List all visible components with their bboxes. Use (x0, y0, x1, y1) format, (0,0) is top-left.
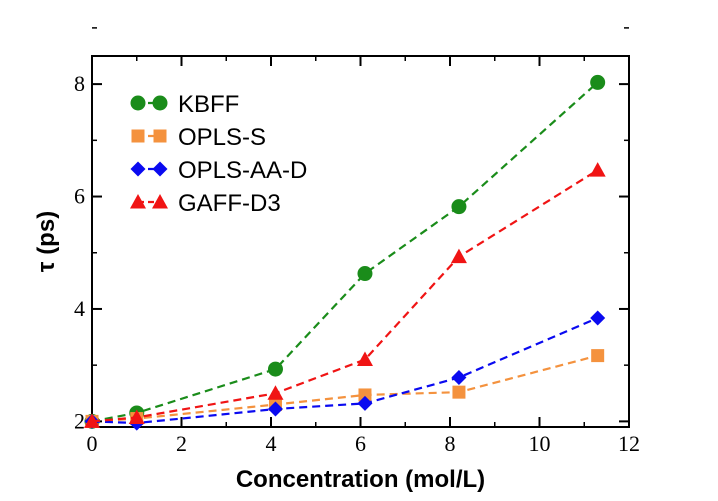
legend-item-opls-aa-d: OPLS-AA-D (130, 157, 307, 184)
plot-frame (91, 55, 630, 428)
data-point-kbff (451, 199, 467, 215)
legend-marker (130, 95, 146, 111)
series-line-kbff (91, 81, 599, 423)
x-tick-label-2: 2 (176, 431, 187, 456)
legend-label-gaff-d3: GAFF-D3 (178, 190, 281, 217)
legend-marker (130, 194, 146, 209)
legend-marker (152, 161, 168, 177)
x-tick-label-0: 0 (87, 431, 98, 456)
legend-marker (152, 95, 168, 111)
legend-label-opls-s: OPLS-S (178, 124, 266, 151)
y-tick-label-4: 4 (74, 296, 85, 321)
data-point-gaff-d3 (356, 351, 373, 367)
data-point-opls-aa-d (451, 370, 467, 386)
data-point-gaff-d3 (450, 248, 467, 264)
legend-item-gaff-d3: GAFF-D3 (130, 190, 281, 217)
data-point-kbff (357, 266, 373, 282)
x-tick-label-12: 12 (618, 431, 640, 456)
series-line-opls-s (91, 354, 598, 423)
series-line-opls-aa-d (91, 316, 599, 425)
y-tick-label-2: 2 (74, 408, 85, 433)
data-point-gaff-d3 (589, 162, 606, 177)
data-point-gaff-d3 (128, 409, 145, 424)
series-gaff-d3 (84, 162, 606, 428)
x-tick-label-10: 10 (529, 431, 551, 456)
x-tick-label-8: 8 (445, 431, 456, 456)
data-point-kbff (590, 74, 606, 90)
series-opls-aa-d (84, 310, 606, 431)
y-tick-label-8: 8 (74, 71, 85, 96)
legend-marker (152, 194, 168, 209)
y-axis-title: τ (ps) (33, 211, 60, 272)
series-group (84, 74, 606, 431)
data-point-opls-s (452, 385, 466, 399)
data-point-gaff-d3 (84, 413, 100, 428)
legend-marker (131, 129, 145, 143)
series-opls-s (85, 349, 605, 428)
series-kbff (84, 74, 606, 429)
legend-label-opls-aa-d: OPLS-AA-D (178, 157, 307, 184)
x-tick-label-4: 4 (266, 431, 277, 456)
legend-item-opls-s: OPLS-S (131, 124, 266, 151)
data-point-opls-aa-d (357, 395, 373, 411)
data-point-kbff (267, 361, 283, 377)
data-point-opls-aa-d (267, 401, 283, 417)
data-point-opls-s (591, 349, 605, 363)
legend-label-kbff: KBFF (178, 91, 239, 118)
x-tick-label-6: 6 (355, 431, 366, 456)
data-point-gaff-d3 (267, 385, 284, 400)
legend-marker (130, 161, 146, 177)
x-axis-title: Concentration (mol/L) (236, 466, 485, 493)
y-tick-label-6: 6 (74, 184, 85, 209)
legend: KBFF OPLS-S OPLS-AA-D GAFF-D3 (130, 91, 307, 217)
legend-item-kbff: KBFF (130, 91, 239, 118)
data-point-opls-s (358, 388, 372, 402)
data-point-opls-aa-d (590, 310, 606, 326)
series-line-gaff-d3 (91, 169, 599, 423)
legend-marker (153, 129, 167, 143)
